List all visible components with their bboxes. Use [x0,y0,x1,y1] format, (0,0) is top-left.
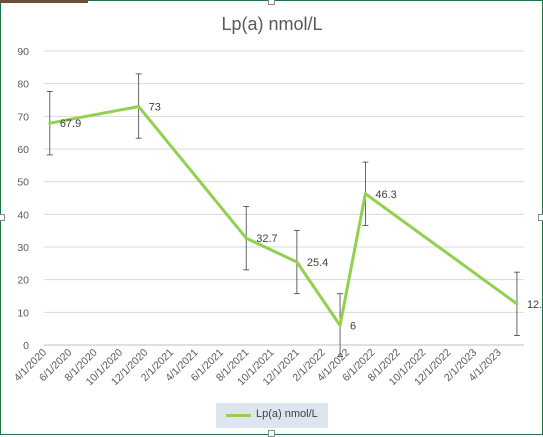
y-tick-label: 70 [17,111,29,123]
data-label: 73 [149,102,161,114]
data-point [137,105,141,109]
y-tick-label: 60 [17,144,29,156]
y-tick-label: 50 [17,177,29,189]
resize-handle-top[interactable] [268,0,275,5]
data-label: 46.3 [375,189,396,201]
series-line [49,105,518,327]
legend-swatch [226,414,251,417]
data-label: 6 [350,320,356,332]
y-tick-label: 20 [17,275,29,287]
resize-handle-right[interactable] [538,214,543,221]
chart-title: Lp(a) nmol/L [221,14,322,34]
data-label: 32.7 [256,233,277,245]
data-point [48,121,52,125]
legend-label: Lp(a) nmol/L [256,408,318,420]
y-tick-label: 0 [23,340,29,352]
y-tick-label: 40 [17,209,29,221]
data-point [244,236,248,240]
data-label: 12.6 [527,299,543,311]
data-point [363,192,367,196]
y-tick-label: 80 [17,79,29,91]
data-point [515,302,519,306]
data-point [295,260,299,264]
resize-handle-left[interactable] [0,214,5,221]
y-tick-label: 10 [17,307,29,319]
data-label: 67.9 [60,118,81,130]
data-point [338,323,342,327]
y-tick-label: 30 [17,242,29,254]
legend[interactable]: Lp(a) nmol/L [216,403,328,428]
window-edge-strip [0,0,88,3]
data-label: 25.4 [307,257,328,269]
y-tick-label: 90 [17,46,29,58]
